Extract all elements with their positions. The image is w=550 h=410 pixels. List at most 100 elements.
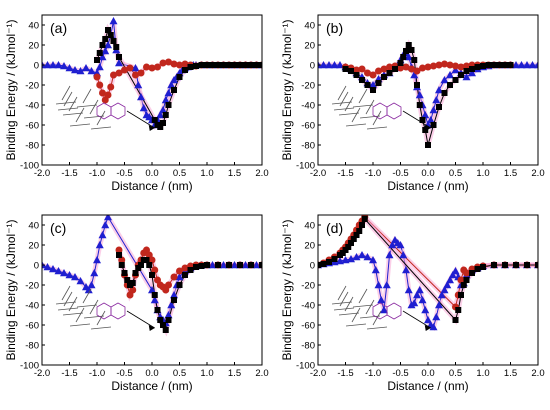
square-point (259, 262, 262, 268)
plot-area (42, 17, 262, 131)
molecule-bond (352, 104, 374, 108)
triangle-point (443, 281, 452, 289)
triangle-point (43, 61, 52, 69)
circle-point (402, 63, 410, 71)
square-point (348, 68, 354, 74)
triangle-point (325, 61, 333, 69)
circle-point (375, 67, 382, 75)
x-tick-label: 2.0 (255, 168, 268, 179)
triangle-point (115, 59, 123, 67)
molecule-bond (365, 299, 375, 315)
square-point (400, 54, 407, 60)
y-tick-label: 40 (304, 221, 315, 232)
square-point (405, 42, 412, 48)
circle-point (115, 246, 123, 254)
x-tick-label: 1.5 (228, 168, 241, 179)
square-point (215, 262, 221, 268)
molecule-bond (372, 310, 382, 326)
y-tick-label: -20 (301, 81, 315, 92)
panel-1: -2.0 -1.5 -1.0 -0.5 0.0 0.5 1.0 1.5 2.0 40 20 0 -20 -… (4, 14, 269, 193)
y-tick-label: -80 (301, 341, 315, 352)
triangle-point (512, 61, 520, 69)
triangle-point (421, 111, 430, 119)
square-point (204, 62, 210, 68)
y-tick-label: -40 (301, 301, 315, 312)
circle-point (104, 91, 112, 99)
square-point (182, 67, 188, 73)
triangle-point (440, 286, 449, 294)
molecule-inset (55, 85, 126, 130)
circle-point (446, 61, 454, 69)
y-tick-label: -100 (296, 161, 315, 172)
triangle-point (421, 306, 430, 314)
y-tick-label: 40 (28, 221, 39, 232)
molecule-bond (63, 91, 73, 107)
square-point (165, 317, 172, 323)
molecule-bond (339, 291, 349, 307)
circle-point (93, 73, 101, 81)
triangle-point (71, 66, 79, 74)
square-point (143, 257, 150, 263)
square-point (113, 44, 120, 50)
y-tick-label: -60 (301, 321, 315, 332)
triangle-point (101, 221, 110, 229)
square-point (403, 48, 409, 54)
circle-point (165, 58, 172, 66)
square-point (198, 62, 205, 68)
circle-point (110, 71, 117, 79)
circle-point (126, 64, 134, 72)
triangle-point (451, 66, 460, 74)
triangle-point (451, 267, 460, 275)
x-tick-label: -2.0 (34, 368, 50, 379)
molecule-ring (372, 102, 388, 120)
molecule-bond (96, 310, 106, 326)
square-point (151, 117, 158, 123)
square-point (146, 262, 153, 268)
square-point (463, 277, 470, 283)
molecule-bond (82, 288, 92, 304)
square-point (165, 102, 172, 108)
square-point (480, 63, 486, 69)
square-point (452, 77, 459, 83)
x-tick-label: 0.5 (449, 368, 462, 379)
square-point (171, 297, 177, 303)
circle-point (413, 67, 421, 75)
triangle-point (84, 286, 93, 294)
x-tick-label: -2.0 (310, 368, 326, 379)
y-tick-label: -20 (25, 281, 39, 292)
series-3-markers (318, 216, 538, 323)
triangle-point (93, 256, 101, 264)
circle-point (151, 266, 159, 274)
molecule-bond (337, 285, 347, 301)
circle-point (148, 64, 156, 72)
square-point (149, 272, 155, 278)
x-tick-label: -1.5 (61, 368, 77, 379)
square-point (154, 307, 161, 313)
molecule-bond (83, 115, 105, 119)
square-point (491, 262, 497, 268)
x-tick-label: -0.5 (392, 368, 408, 379)
triangle-point (358, 251, 366, 259)
y-tick-label: -100 (296, 361, 315, 372)
triangle-point (429, 106, 438, 114)
square-point (422, 127, 429, 133)
square-point (411, 57, 418, 63)
square-point (107, 32, 114, 38)
plot-area (42, 215, 262, 337)
molecule-bond (75, 107, 85, 123)
triangle-point (98, 231, 107, 239)
molecule-bond (345, 323, 367, 327)
square-point (237, 62, 243, 68)
square-point (162, 327, 169, 333)
square-point (447, 82, 453, 88)
x-tick-label: 0.0 (421, 368, 434, 379)
triangle-point (402, 266, 410, 274)
square-point (160, 322, 166, 328)
square-point (455, 307, 462, 313)
circle-point (380, 65, 388, 73)
square-point (231, 62, 238, 68)
triangle-point (252, 261, 261, 269)
y-tick-label: -60 (25, 321, 39, 332)
panel-4: -2.0 -1.5 -1.0 -0.5 0.0 0.5 1.0 1.5 2.0 40 20 0 -20 -… (280, 214, 545, 393)
axes-frame (41, 14, 263, 166)
